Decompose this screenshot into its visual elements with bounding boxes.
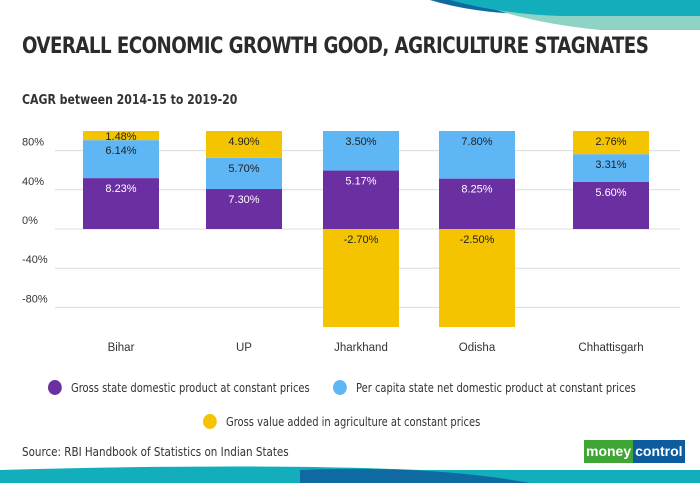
bar-segment [573,131,649,155]
legend-swatch-purple [48,380,62,395]
y-tick-label: -80% [22,293,48,305]
bar-segment [206,189,282,229]
bar-segment [439,229,515,327]
data-label: 1.48% [105,131,136,143]
data-label: -2.70% [344,234,379,246]
y-tick-label: -40% [22,254,48,266]
data-label: 3.50% [345,136,376,148]
bar-segment [323,229,399,327]
data-label: 6.14% [105,145,136,157]
bar-segment [323,170,399,229]
data-label: 5.17% [345,176,376,188]
data-label: 8.23% [105,183,136,195]
bar-segment [439,178,515,229]
legend-swatch-yellow [203,414,217,429]
data-label: -2.50% [460,234,495,246]
data-label: 7.80% [461,136,492,148]
logo-part2: control [633,440,685,463]
source-note: Source: RBI Handbook of Statistics on In… [22,444,289,459]
x-tick-label: Chhattisgarh [578,342,643,354]
bar-segment [439,131,515,179]
bar-segment [83,178,159,229]
legend-item-per-capita: Per capita state net domestic product at… [333,380,636,395]
data-label: 7.30% [228,194,259,206]
bar-segment [83,131,159,141]
y-tick-label: 80% [22,137,44,149]
bar-segment [573,154,649,182]
legend-item-gsdp: Gross state domestic product at constant… [48,380,310,395]
x-tick-label: Jharkhand [334,342,388,354]
bar-segment [206,131,282,158]
legend-label: Gross value added in agriculture at cons… [226,414,481,429]
chart-title: OVERALL ECONOMIC GROWTH GOOD, AGRICULTUR… [22,33,649,59]
bar-segment [83,140,159,179]
data-label: 4.90% [228,136,259,148]
bar-segment [323,131,399,171]
data-label: 3.31% [595,159,626,171]
bottom-wave-dark [300,468,530,483]
y-tick-label: 0% [22,215,38,227]
data-label: 2.76% [595,136,626,148]
legend-label: Gross state domestic product at constant… [71,380,310,395]
x-tick-label: UP [236,342,252,354]
moneycontrol-logo: money control [584,440,685,463]
x-tick-label: Bihar [108,342,135,354]
data-label: 5.60% [595,187,626,199]
chart-subtitle: CAGR between 2014-15 to 2019-20 [22,92,238,108]
y-tick-label: 40% [22,176,44,188]
logo-part1: money [584,440,634,463]
legend-label: Per capita state net domestic product at… [356,380,636,395]
data-label: 5.70% [228,163,259,175]
bar-segment [206,157,282,190]
bar-segment [573,181,649,229]
x-tick-label: Odisha [459,342,496,354]
legend-item-agri: Gross value added in agriculture at cons… [203,414,480,429]
data-label: 8.25% [461,184,492,196]
legend-swatch-blue [333,380,347,395]
top-wave-cyan [450,0,700,16]
